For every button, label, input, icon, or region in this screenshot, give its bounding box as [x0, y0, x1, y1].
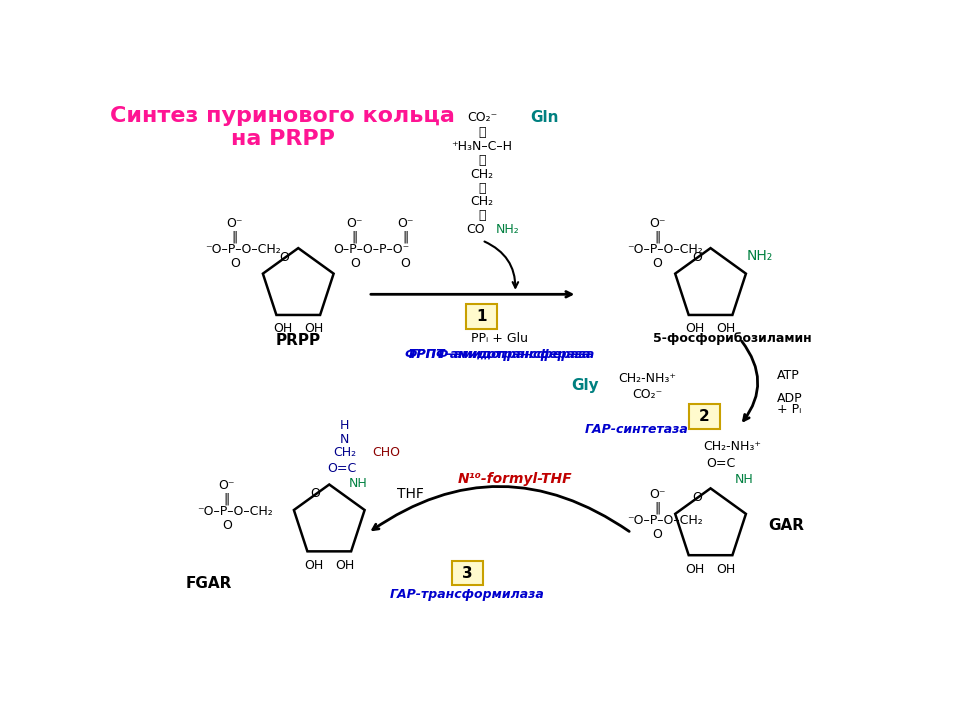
Text: ГАР-трансформилаза: ГАР-трансформилаза [390, 588, 544, 601]
Text: THF: THF [397, 487, 424, 502]
Text: ⁻O–P–O–CH₂: ⁻O–P–O–CH₂ [198, 505, 274, 518]
Text: H: H [340, 419, 349, 432]
Text: OH: OH [685, 562, 705, 575]
FancyBboxPatch shape [689, 405, 720, 429]
Text: OH: OH [304, 323, 324, 336]
Text: O⁻: O⁻ [396, 217, 414, 230]
Text: ATP: ATP [778, 369, 800, 382]
Text: CO₂⁻: CO₂⁻ [467, 111, 497, 124]
Text: O: O [400, 257, 410, 270]
Text: OH: OH [716, 562, 736, 575]
Text: CO₂⁻: CO₂⁻ [632, 388, 662, 401]
Text: ‖: ‖ [654, 502, 660, 515]
Text: Gln: Gln [531, 109, 559, 125]
Text: 2: 2 [699, 409, 709, 424]
Text: NH: NH [734, 472, 754, 485]
Text: 1: 1 [476, 309, 487, 324]
Text: 5-фосфорибозиламин: 5-фосфорибозиламин [653, 333, 811, 346]
Text: ‖: ‖ [224, 492, 230, 505]
Text: O⁻: O⁻ [649, 488, 665, 501]
Text: O: O [222, 519, 232, 532]
Text: OH: OH [273, 323, 292, 336]
Text: ГАР-синтетаза: ГАР-синтетаза [585, 423, 688, 436]
Text: ⁻O–P–O–CH₂: ⁻O–P–O–CH₂ [205, 243, 281, 256]
Text: ‖: ‖ [231, 231, 238, 244]
Text: ‖: ‖ [402, 231, 408, 244]
Text: CH₂: CH₂ [470, 195, 493, 208]
Text: ‖: ‖ [654, 231, 660, 244]
Text: CH₂-NH₃⁺: CH₂-NH₃⁺ [704, 440, 761, 454]
Text: ΤΡΠΤ-амидотрансфераза: ΤΡΠΤ-амидотрансфераза [409, 348, 591, 361]
Text: O⁻: O⁻ [227, 217, 243, 230]
FancyBboxPatch shape [466, 305, 496, 329]
Text: CHO: CHO [372, 446, 400, 459]
Text: O⁻: O⁻ [219, 479, 235, 492]
Text: FGAR: FGAR [186, 575, 232, 590]
Text: NH₂: NH₂ [496, 223, 519, 236]
Text: O–P–O–P–O⁻: O–P–O–P–O⁻ [333, 243, 409, 256]
Text: ФРПФ-амидотрансфераза: ФРПФ-амидотрансфераза [404, 348, 595, 361]
Text: Gly: Gly [571, 378, 599, 392]
Text: GAR: GAR [769, 518, 804, 533]
FancyBboxPatch shape [452, 561, 483, 585]
Text: O: O [652, 257, 662, 270]
Text: 3: 3 [462, 565, 472, 580]
Text: O=C: O=C [327, 462, 356, 474]
Text: ⏐: ⏐ [478, 210, 486, 222]
Text: ⁺H₃N–C–H: ⁺H₃N–C–H [451, 140, 513, 153]
Text: O: O [652, 528, 662, 541]
Text: ⏐: ⏐ [478, 181, 486, 194]
Text: O: O [692, 491, 702, 504]
Text: NH₂: NH₂ [746, 249, 773, 263]
Text: CH₂: CH₂ [333, 446, 356, 459]
Text: Синтез пуринового кольца: Синтез пуринового кольца [110, 106, 455, 126]
Text: + Pᵢ: + Pᵢ [778, 403, 802, 416]
Text: O=C: O=C [706, 457, 735, 470]
Text: N¹⁰-formyl-THF: N¹⁰-formyl-THF [458, 472, 572, 486]
Text: CH₂-NH₃⁺: CH₂-NH₃⁺ [618, 372, 676, 385]
Text: CO: CO [467, 223, 485, 236]
Text: OH: OH [685, 323, 705, 336]
Text: ⁻O–P–O–CH₂: ⁻O–P–O–CH₂ [628, 514, 704, 527]
Text: O: O [349, 257, 360, 270]
Text: O: O [310, 487, 321, 500]
Text: ‖: ‖ [351, 231, 358, 244]
Text: CH₂: CH₂ [470, 168, 493, 181]
Text: O⁻: O⁻ [649, 217, 665, 230]
Text: O: O [692, 251, 702, 264]
Text: PRPP: PRPP [276, 333, 321, 348]
Text: OH: OH [304, 559, 324, 572]
Text: O: O [279, 251, 289, 264]
Text: OH: OH [716, 323, 736, 336]
Text: ⏐: ⏐ [478, 154, 486, 167]
Text: ADP: ADP [778, 392, 803, 405]
Text: ⁻O–P–O–CH₂: ⁻O–P–O–CH₂ [628, 243, 704, 256]
Text: на PRPP: на PRPP [230, 129, 335, 149]
Text: O⁻: O⁻ [347, 217, 363, 230]
Text: OH: OH [335, 559, 354, 572]
Text: N: N [340, 433, 349, 446]
Text: NH: NH [348, 477, 368, 490]
Text: PPᵢ + Glu: PPᵢ + Glu [471, 333, 528, 346]
Text: ⏐: ⏐ [478, 126, 486, 139]
Text: O: O [229, 257, 240, 270]
